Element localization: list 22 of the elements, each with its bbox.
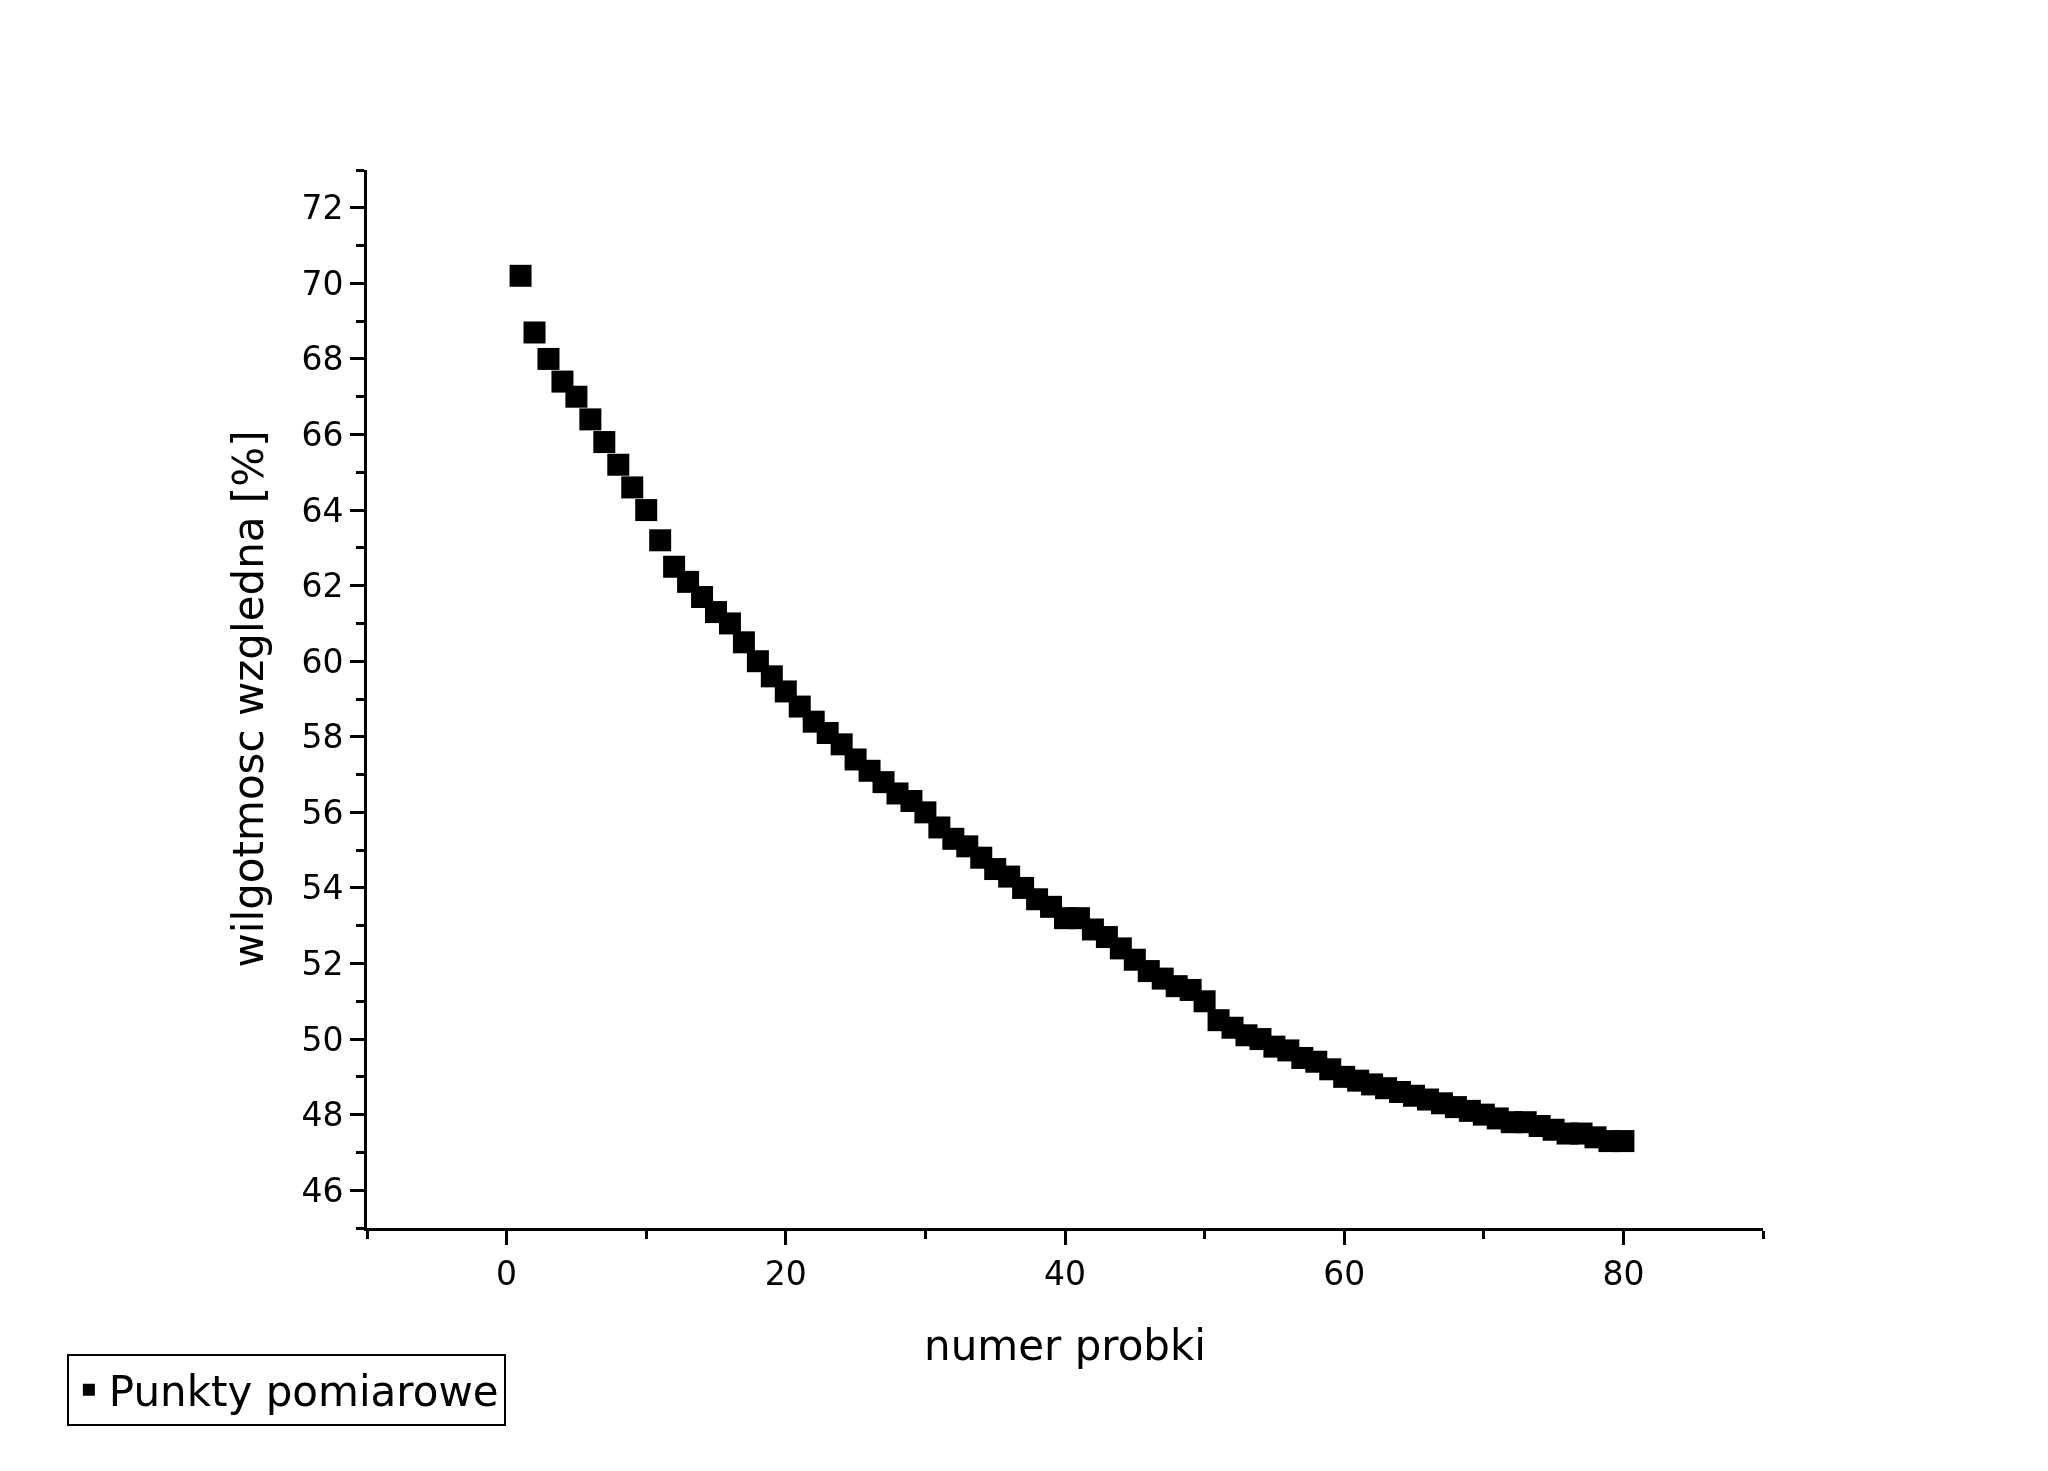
y-tick-label: 48 — [301, 1095, 344, 1135]
x-axis-title: numer probki — [924, 1321, 1206, 1371]
y-tick-label: 70 — [301, 263, 344, 303]
y-tick-label: 72 — [301, 188, 344, 228]
y-tick-label: 68 — [301, 339, 344, 379]
x-tick-label: 40 — [1044, 1253, 1086, 1293]
y-tick-label: 64 — [301, 490, 344, 530]
y-tick-label: 60 — [301, 641, 344, 681]
y-tick-label: 54 — [301, 868, 344, 908]
y-tick-label: 56 — [301, 792, 344, 832]
y-tick-label: 66 — [301, 415, 344, 455]
x-tick-label: 60 — [1323, 1253, 1366, 1293]
x-tick-label: 80 — [1602, 1253, 1645, 1293]
y-tick-label: 52 — [301, 944, 344, 984]
legend-label: Punkty pomiarowe — [108, 1367, 499, 1417]
y-tick-label: 58 — [301, 717, 344, 757]
x-tick-label: 20 — [764, 1253, 807, 1293]
y-tick-label: 50 — [301, 1019, 344, 1059]
y-tick-label: 62 — [301, 566, 344, 606]
x-tick-label: 0 — [496, 1253, 518, 1293]
y-axis-title: wilgotmosc wzgledna [%] — [224, 430, 274, 968]
y-tick-label: 46 — [301, 1170, 344, 1210]
